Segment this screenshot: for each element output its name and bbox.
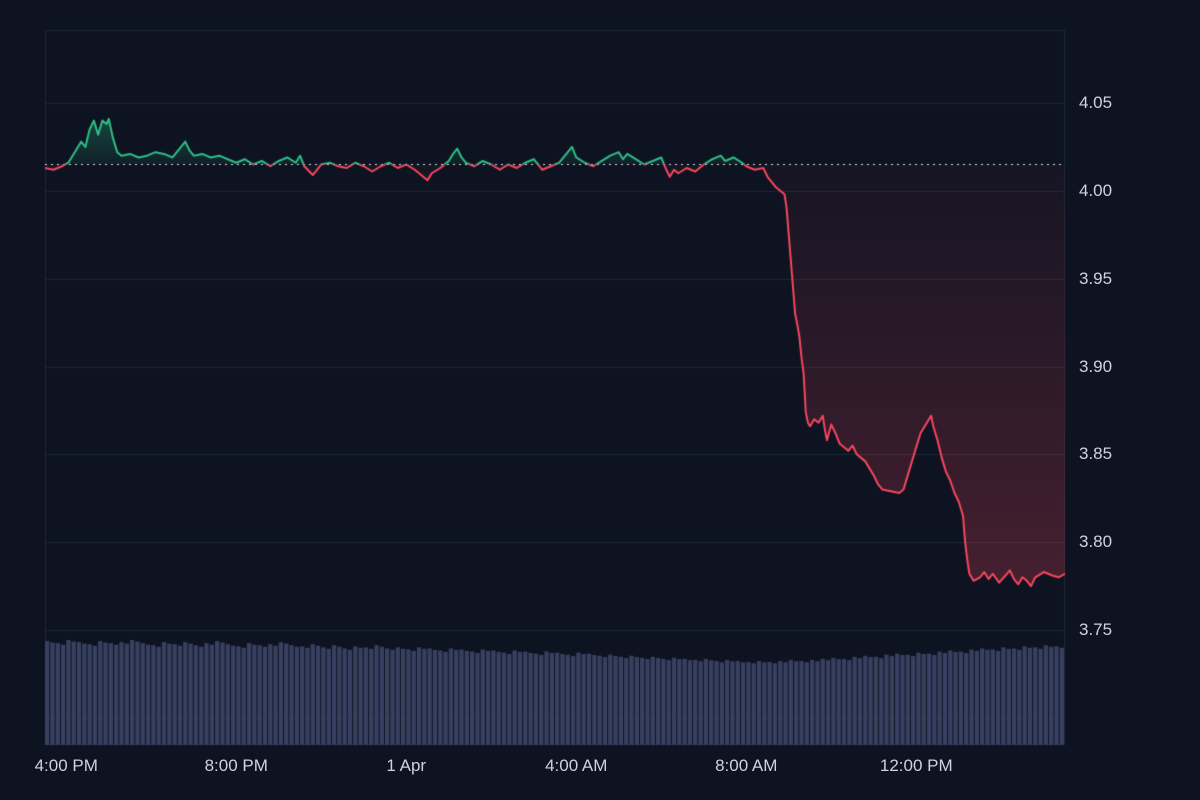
x-axis-label: 8:00 PM [204,756,268,775]
y-axis-label: 3.80 [1079,532,1113,552]
x-axis-label: 4:00 PM [34,756,98,775]
x-axis-label: 4:00 AM [545,756,608,775]
y-axis-label: 3.75 [1079,620,1113,639]
y-axis-label: 4.00 [1079,180,1113,200]
y-axis-label: 4.05 [1079,93,1113,112]
x-axis-label: 12:00 PM [879,756,953,775]
x-axis-label: 1 Apr [386,756,427,775]
y-axis-label: 3.90 [1079,356,1113,376]
y-axis-label: 3.85 [1079,444,1113,464]
y-axis-label: 3.95 [1079,268,1113,288]
x-axis-label: 8:00 AM [715,756,778,775]
